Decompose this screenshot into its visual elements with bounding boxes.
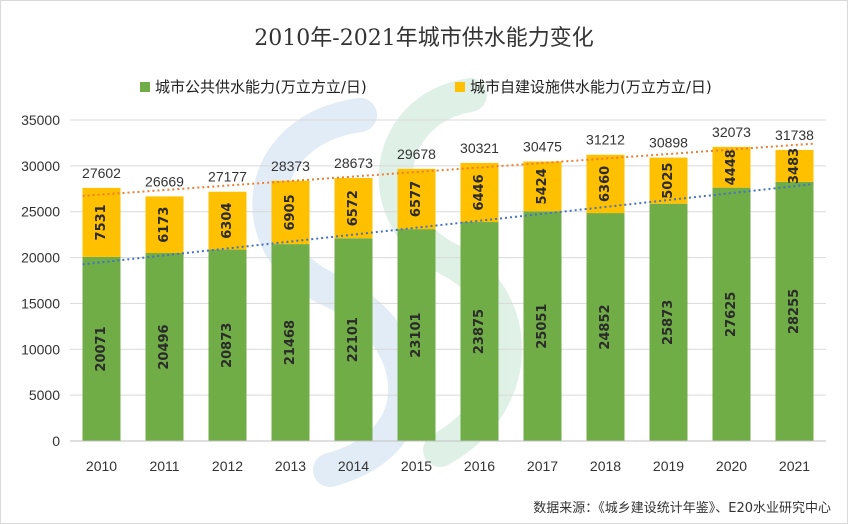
y-axis: 0 5000 10000 15000 20000 25000 30000 35000 xyxy=(21,112,60,449)
data-label-public-supply: 22101 xyxy=(346,317,361,362)
x-tick-label: 2013 xyxy=(275,458,306,474)
x-tick-label: 2020 xyxy=(716,458,747,474)
total-label: 30475 xyxy=(523,139,562,155)
legend-swatch xyxy=(140,82,150,92)
data-label-public-supply: 21468 xyxy=(283,320,298,365)
bars: 20071 7531 20496 6173 20873 6304 21468 6905 2210… xyxy=(83,147,814,441)
total-label: 27602 xyxy=(82,165,121,181)
y-tick-label: 25000 xyxy=(21,204,60,220)
data-label-public-supply: 20873 xyxy=(220,323,235,368)
x-tick-label: 2021 xyxy=(779,458,810,474)
total-label: 30898 xyxy=(649,135,688,151)
legend-item-self-built-supply: 城市自建设施供水能力(万立方立/日) xyxy=(455,78,712,96)
data-label-self-built-supply: 6577 xyxy=(409,181,424,217)
y-tick-label: 15000 xyxy=(21,295,60,311)
y-tick-label: 20000 xyxy=(21,250,60,266)
y-tick-label: 30000 xyxy=(21,158,60,174)
chart-title: 2010年-2021年城市供水能力变化 xyxy=(254,26,593,51)
total-label: 31212 xyxy=(586,132,625,148)
x-tick-label: 2016 xyxy=(464,458,495,474)
data-label-self-built-supply: 6304 xyxy=(220,203,235,239)
data-label-public-supply: 24852 xyxy=(598,304,613,349)
data-label-self-built-supply: 5025 xyxy=(661,163,676,199)
data-label-public-supply: 27625 xyxy=(724,292,739,337)
legend-label: 城市公共供水能力(万立方立/日) xyxy=(155,78,367,96)
total-label: 31738 xyxy=(775,127,814,143)
total-label: 28673 xyxy=(334,155,373,171)
y-tick-label: 10000 xyxy=(21,341,60,357)
total-label: 29678 xyxy=(397,146,436,162)
total-label: 32073 xyxy=(712,124,751,140)
data-label-self-built-supply: 3483 xyxy=(787,148,802,184)
total-label: 26669 xyxy=(145,173,184,189)
data-label-public-supply: 25873 xyxy=(661,300,676,345)
x-tick-label: 2014 xyxy=(338,458,369,474)
source-note: 数据来源：《城乡建设统计年鉴》、E20水业研究中心 xyxy=(533,501,831,516)
total-label: 27177 xyxy=(208,169,247,185)
x-tick-label: 2015 xyxy=(401,458,432,474)
x-tick-label: 2010 xyxy=(86,458,117,474)
x-tick-label: 2012 xyxy=(212,458,243,474)
data-label-self-built-supply: 6360 xyxy=(598,166,613,202)
total-labels: 27602 26669 27177 28373 28673 29678 30321 30475… xyxy=(82,124,814,190)
y-tick-label: 0 xyxy=(52,433,60,449)
total-label: 30321 xyxy=(460,140,499,156)
total-label: 28373 xyxy=(271,158,310,174)
y-tick-label: 5000 xyxy=(29,387,60,403)
data-label-self-built-supply: 6446 xyxy=(472,174,487,210)
legend-swatch xyxy=(455,82,465,92)
data-label-self-built-supply: 6173 xyxy=(157,207,172,243)
data-label-self-built-supply: 4448 xyxy=(724,149,739,185)
data-label-public-supply: 20496 xyxy=(157,324,172,369)
data-label-self-built-supply: 5424 xyxy=(535,168,550,204)
data-label-public-supply: 23101 xyxy=(409,312,424,357)
x-tick-label: 2011 xyxy=(149,458,179,474)
data-label-public-supply: 25051 xyxy=(535,304,550,349)
data-label-self-built-supply: 6905 xyxy=(283,194,298,230)
legend-item-public-supply: 城市公共供水能力(万立方立/日) xyxy=(140,78,367,96)
data-label-self-built-supply: 6572 xyxy=(346,190,361,226)
y-tick-label: 35000 xyxy=(21,112,60,128)
data-label-public-supply: 28255 xyxy=(787,289,802,334)
x-tick-label: 2018 xyxy=(590,458,621,474)
trendline-total xyxy=(83,144,814,196)
data-label-public-supply: 23875 xyxy=(472,309,487,354)
data-label-self-built-supply: 7531 xyxy=(94,204,109,240)
legend-label: 城市自建设施供水能力(万立方立/日) xyxy=(470,78,712,96)
x-tick-label: 2017 xyxy=(527,458,558,474)
data-label-public-supply: 20071 xyxy=(94,326,109,371)
x-tick-label: 2019 xyxy=(653,458,684,474)
